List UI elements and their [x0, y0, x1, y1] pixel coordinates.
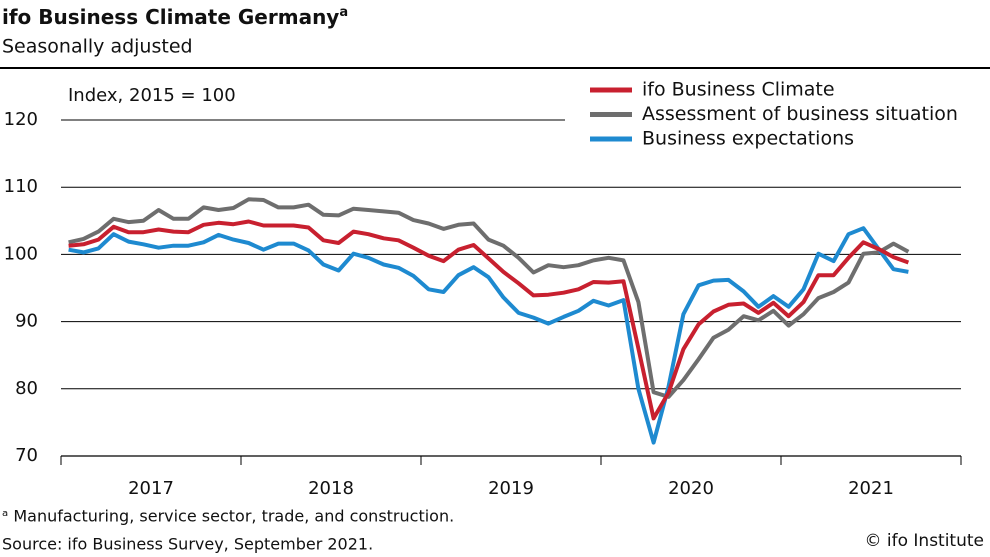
footnote: ᵃ Manufacturing, service sector, trade, …	[2, 507, 454, 526]
x-tick-label: 2019	[488, 478, 534, 499]
legend-label: Assessment of business situation	[642, 103, 958, 125]
y-tick-label: 90	[15, 311, 38, 332]
subtitle: Seasonally adjusted	[2, 36, 193, 58]
annotation: Index, 2015 = 100	[68, 85, 236, 106]
y-tick-label: 120	[4, 109, 38, 130]
series-line	[68, 197, 910, 399]
title-note: a	[339, 5, 348, 20]
source: Source: ifo Business Survey, September 2…	[2, 535, 373, 554]
x-tick-label: 2017	[128, 478, 174, 499]
x-tick-label: 2020	[668, 478, 714, 499]
legend-label: ifo Business Climate	[642, 79, 835, 101]
title-text: ifo Business Climate Germany	[2, 5, 339, 29]
legend-label: Business expectations	[642, 128, 854, 150]
series-line	[68, 226, 909, 445]
x-tick-label: 2018	[308, 478, 354, 499]
series-line	[68, 219, 910, 421]
chart-title: ifo Business Climate Germanya	[2, 5, 348, 29]
y-tick-label: 70	[15, 445, 38, 466]
y-tick-label: 80	[15, 378, 38, 399]
y-tick-label: 110	[4, 176, 38, 197]
credit: © ifo Institute	[864, 531, 984, 551]
y-tick-label: 100	[4, 243, 38, 264]
x-tick-label: 2021	[848, 478, 894, 499]
